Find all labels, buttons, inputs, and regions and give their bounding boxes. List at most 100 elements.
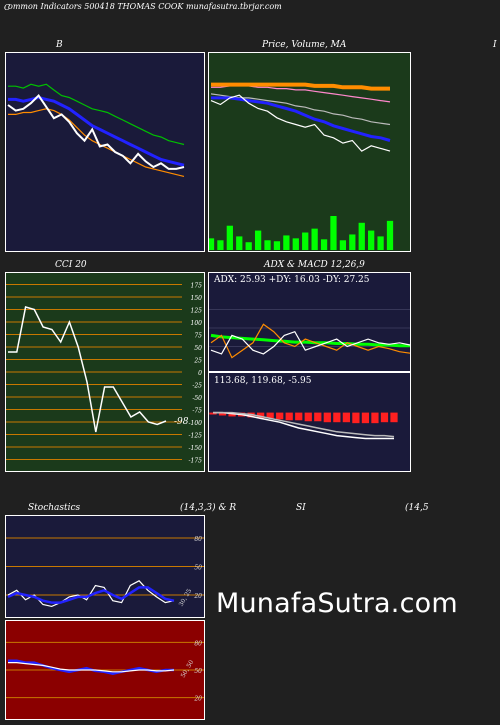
rsi-params: (14,5 [405, 503, 429, 513]
volume-bar [236, 236, 243, 250]
adx-panel: ADX: 25.93 +DY: 16.03 -DY: 27.25 [208, 272, 411, 372]
volume-bar [358, 222, 365, 250]
macd-histogram-bar [218, 412, 227, 416]
price-ma-ma-orange-line [211, 82, 390, 91]
cci-tick-label: 175 [191, 283, 203, 290]
corner-letter-right: I [493, 40, 497, 50]
volume-bar [245, 242, 252, 250]
price-ma-title: Price, Volume, MA [262, 40, 347, 50]
page-title: ommon Indicators 500418 THOMAS COOK muna… [8, 2, 282, 11]
volume-bar [311, 228, 318, 250]
adx-minus-di-line [210, 330, 410, 355]
bollinger-title: B [56, 40, 63, 50]
volume-bar [273, 241, 281, 250]
volume-bar [292, 238, 299, 250]
bollinger-chart [7, 83, 185, 177]
cci-chart: 175 150 125 100 75 50 25 0 -25 -50 -75 -100 -125 -150… [6, 283, 203, 465]
bollinger-panel [5, 52, 205, 252]
price-ma-panel [208, 52, 411, 252]
cci-tick-label: -75 [192, 408, 202, 415]
stochastics-params: (14,3,3) & R [180, 503, 237, 513]
cci-cci-line [8, 306, 167, 433]
macd-histogram-bar [314, 412, 322, 422]
price-ma-chart [209, 82, 394, 250]
rsi-last-value-label: 50, 50 [180, 659, 196, 679]
rsi-rsi-line [8, 659, 174, 675]
macd-histogram-bar [361, 412, 370, 424]
volume-bar [339, 240, 347, 250]
stochastics-tick-label: 20 [193, 593, 202, 600]
macd-macd-line [213, 411, 394, 440]
stochastics-title: Stochastics [28, 503, 81, 513]
cci-tick-label: -175 [189, 458, 203, 465]
macd-histogram-bar [333, 412, 341, 423]
rsi-tick-label: 50 [194, 668, 202, 675]
corner-letter-left: C [4, 3, 11, 12]
cci-tick-label: 25 [193, 358, 202, 365]
stochastics-k-line [7, 580, 175, 608]
stochastics-tick-label: 80 [194, 536, 202, 543]
cci-tick-label: 0 [198, 370, 202, 377]
cci-tick-label: 50 [194, 345, 202, 352]
rsi-panel: 80 50 20 50, 50 [5, 620, 205, 720]
macd-histogram-bar [285, 412, 293, 421]
macd-histogram-bar [257, 412, 265, 419]
rsi-tick-label: 80 [194, 640, 202, 647]
macd-histogram-bar [380, 412, 389, 423]
macd-histogram-bar [276, 412, 284, 420]
macd-histogram-bar [352, 412, 360, 424]
cci-title: CCI 20 [55, 260, 87, 270]
volume-bar [349, 234, 356, 250]
macd-readout: 113.68, 119.68, -5.95 [214, 376, 312, 386]
macd-histogram-bar [342, 412, 350, 423]
cci-tick-label: 150 [191, 295, 203, 302]
macd-histogram-bar [371, 412, 379, 424]
volume-bar [209, 238, 215, 250]
volume-bar [368, 230, 375, 250]
bollinger-upper-band-line [8, 83, 185, 146]
cci-tick-label: -100 [189, 420, 203, 427]
cci-tick-label: 100 [191, 320, 203, 327]
rsi-chart: 80 50 20 50, 50 [6, 640, 204, 703]
cci-tick-label: -150 [189, 445, 203, 452]
cci-tick-label: 125 [191, 308, 203, 315]
cci-tick-label: -25 [192, 383, 202, 390]
volume-bar [320, 239, 328, 250]
volume-bar [264, 240, 271, 250]
volume-bar [377, 236, 384, 250]
adx-adx-line [210, 333, 410, 348]
rsi-title: SI [296, 503, 306, 513]
cci-tick-label: -125 [189, 433, 203, 440]
volume-bar [283, 235, 290, 250]
volume-bar [302, 232, 309, 250]
adx-readout: ADX: 25.93 +DY: 16.03 -DY: 27.25 [214, 275, 370, 285]
bollinger-lower-band-line [8, 108, 185, 177]
stochastics-last-value-label: 30, 25 [178, 588, 194, 608]
cci-panel: 175 150 125 100 75 50 25 0 -25 -50 -75 -100 -125 -150… [5, 272, 205, 472]
macd-chart [209, 411, 398, 440]
macd-panel: 113.68, 119.68, -5.95 [208, 372, 411, 472]
macd-histogram-bar [228, 412, 236, 417]
macd-histogram-bar [390, 412, 398, 423]
cci-last-value-label: -98 [174, 417, 189, 427]
stochastics-tick-label: 50 [194, 565, 202, 572]
stochastics-d-line [7, 586, 175, 604]
adx-plus-di-line [210, 323, 410, 359]
macd-histogram-bar [304, 412, 312, 422]
cci-tick-label: 75 [194, 333, 202, 340]
bollinger-middle-band-line [8, 95, 185, 167]
adx-macd-title: ADX & MACD 12,26,9 [264, 260, 365, 270]
volume-bar [254, 230, 262, 250]
macd-histogram-bar [323, 412, 331, 423]
adx-chart [209, 309, 410, 359]
volume-bar [226, 225, 233, 250]
bollinger-price-line [7, 94, 185, 170]
stochastics-panel: 80 50 20 30, 25 [5, 515, 205, 618]
cci-tick-label: -50 [192, 395, 202, 402]
volume-bar [217, 240, 224, 250]
macd-histogram-bar [209, 412, 217, 415]
rsi-tick-label: 20 [193, 696, 202, 703]
price-ma-ma-blue-line [211, 96, 391, 142]
macd-histogram-bar [266, 412, 274, 419]
